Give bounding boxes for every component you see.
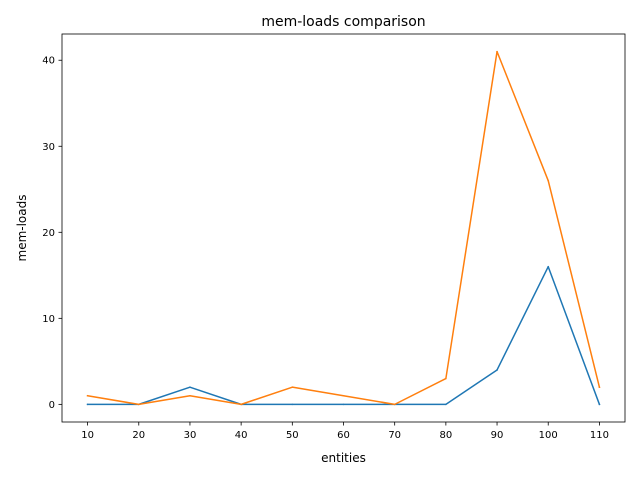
x-tick-label: 50 [286,430,299,441]
y-tick-label: 0 [49,400,55,411]
series-1-point-110 [598,403,601,406]
plot-area [62,34,625,422]
series-1-point-50 [291,403,294,406]
x-tick-label: 90 [491,430,504,441]
series-1-point-30 [189,386,191,388]
series-2-point-40 [240,403,242,406]
ticks-layer: 10 20 30 40 50 60 70 80 90 100 110 0 10 20 30 40 [42,56,609,441]
x-tick-label: 60 [337,430,350,441]
y-axis-label: mem-loads [15,195,29,262]
series-2-point-60 [342,394,345,397]
series-layer [86,50,601,406]
chart-title: mem-loads comparison [261,14,425,30]
x-tick-label: 30 [184,430,197,441]
x-tick-label: 110 [590,430,609,441]
series-2-point-100 [547,179,550,182]
x-axis-label: entities [321,451,366,465]
x-tick-label: 70 [388,430,401,441]
series-2-point-50 [291,386,294,388]
y-tick-label: 40 [42,56,55,67]
series-2-point-70 [393,403,396,406]
series-1-point-10 [86,403,89,406]
y-tick-label: 10 [42,314,55,325]
series-1-point-90 [496,369,498,371]
x-tick-label: 10 [81,430,94,441]
x-tick-label: 80 [439,430,452,441]
series-1-point-100 [547,265,550,268]
series-2-point-80 [445,377,447,380]
series-2-point-110 [598,386,601,388]
series-2-point-10 [86,394,89,397]
series-1-point-60 [342,403,345,406]
x-tick-label: 20 [132,430,145,441]
series-2-point-30 [189,394,191,397]
y-tick-label: 30 [42,142,55,153]
series-2-point-90 [496,50,498,53]
y-tick-label: 20 [42,228,55,239]
x-tick-label: 40 [235,430,248,441]
x-tick-label: 100 [539,430,558,441]
series-1-point-80 [445,403,447,406]
series-2-point-20 [137,403,140,406]
